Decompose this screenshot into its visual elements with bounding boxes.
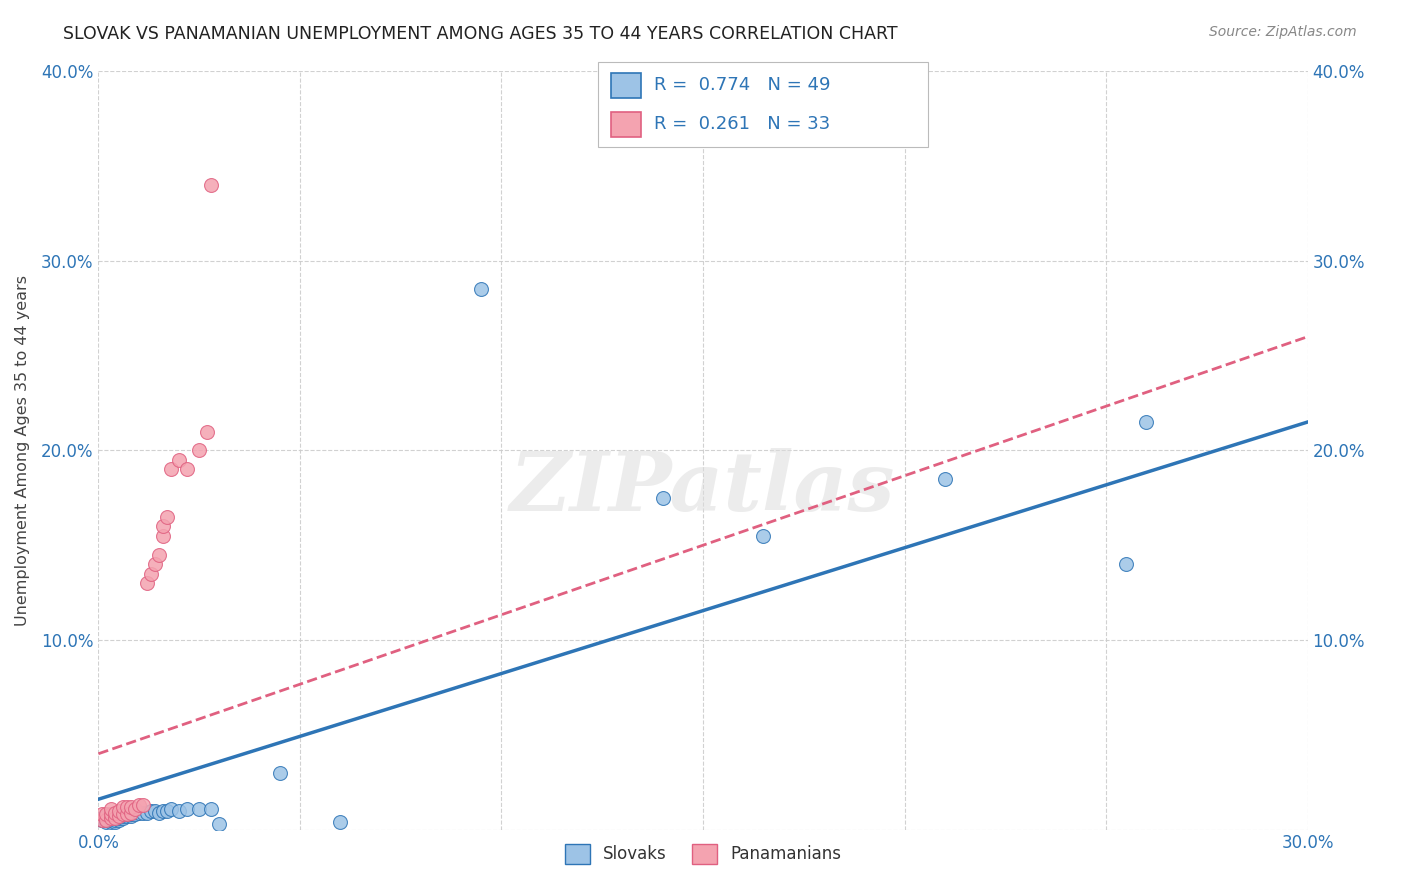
FancyBboxPatch shape: [598, 62, 928, 147]
Y-axis label: Unemployment Among Ages 35 to 44 years: Unemployment Among Ages 35 to 44 years: [15, 275, 30, 626]
Point: [167, 453, 190, 467]
Point: [115, 800, 138, 814]
Point: [103, 811, 125, 825]
Point: [107, 813, 129, 827]
Point: [96, 811, 118, 825]
Point: [132, 797, 155, 812]
Point: [120, 807, 142, 822]
Point: [100, 809, 122, 823]
Point: [91, 807, 114, 822]
Point: [152, 519, 174, 533]
Point: [96, 807, 118, 822]
Point: [651, 491, 673, 505]
Point: [139, 566, 162, 581]
Point: [135, 805, 157, 820]
Point: [91, 813, 114, 827]
Point: [100, 813, 122, 827]
Point: [100, 802, 122, 816]
Point: [128, 797, 150, 812]
Point: [111, 811, 134, 825]
Point: [176, 462, 198, 476]
Point: [160, 802, 183, 816]
Point: [128, 805, 150, 820]
Point: [103, 813, 125, 827]
Point: [152, 804, 174, 818]
Point: [139, 804, 162, 818]
Point: [156, 509, 179, 524]
Point: [156, 804, 179, 818]
Point: [135, 576, 157, 591]
Point: [107, 807, 129, 822]
Point: [148, 548, 170, 562]
Point: [934, 472, 956, 486]
Point: [1135, 415, 1157, 429]
Bar: [610, 72, 641, 98]
Point: [195, 425, 218, 439]
Point: [188, 802, 211, 816]
Point: [124, 802, 146, 816]
Point: [752, 529, 775, 543]
Point: [103, 809, 125, 823]
Text: ZIPatlas: ZIPatlas: [510, 449, 896, 528]
Point: [269, 765, 291, 780]
Text: Source: ZipAtlas.com: Source: ZipAtlas.com: [1209, 25, 1357, 39]
Point: [115, 807, 138, 822]
Point: [111, 800, 134, 814]
Point: [188, 443, 211, 458]
Point: [329, 815, 352, 830]
Point: [91, 813, 114, 827]
Point: [103, 811, 125, 825]
Point: [208, 817, 231, 831]
Point: [115, 807, 138, 822]
Point: [100, 807, 122, 822]
Point: [107, 809, 129, 823]
Point: [160, 462, 183, 476]
Point: [91, 811, 114, 825]
Text: R =  0.774   N = 49: R = 0.774 N = 49: [654, 77, 830, 95]
Point: [200, 178, 222, 193]
Legend: Slovaks, Panamanians: Slovaks, Panamanians: [558, 837, 848, 871]
Point: [143, 804, 166, 818]
Point: [124, 807, 146, 822]
Point: [91, 813, 114, 827]
Point: [111, 809, 134, 823]
Point: [111, 807, 134, 822]
Point: [200, 802, 222, 816]
Point: [107, 811, 129, 825]
Point: [148, 805, 170, 820]
Point: [107, 804, 129, 818]
Point: [103, 815, 125, 830]
Point: [100, 811, 122, 825]
Point: [103, 805, 125, 820]
Point: [96, 809, 118, 823]
Point: [1115, 557, 1137, 572]
Text: R =  0.261   N = 33: R = 0.261 N = 33: [654, 115, 830, 133]
Point: [96, 813, 118, 827]
Point: [100, 813, 122, 827]
Point: [107, 809, 129, 823]
Point: [143, 557, 166, 572]
Point: [176, 802, 198, 816]
Point: [120, 800, 142, 814]
Point: [96, 813, 118, 827]
Point: [470, 282, 492, 296]
Point: [120, 809, 142, 823]
Point: [100, 815, 122, 830]
Point: [167, 804, 190, 818]
Point: [96, 815, 118, 830]
Point: [100, 811, 122, 825]
Bar: [610, 112, 641, 137]
Point: [152, 529, 174, 543]
Point: [120, 805, 142, 820]
Point: [115, 809, 138, 823]
Text: SLOVAK VS PANAMANIAN UNEMPLOYMENT AMONG AGES 35 TO 44 YEARS CORRELATION CHART: SLOVAK VS PANAMANIAN UNEMPLOYMENT AMONG …: [63, 25, 898, 43]
Point: [132, 805, 155, 820]
